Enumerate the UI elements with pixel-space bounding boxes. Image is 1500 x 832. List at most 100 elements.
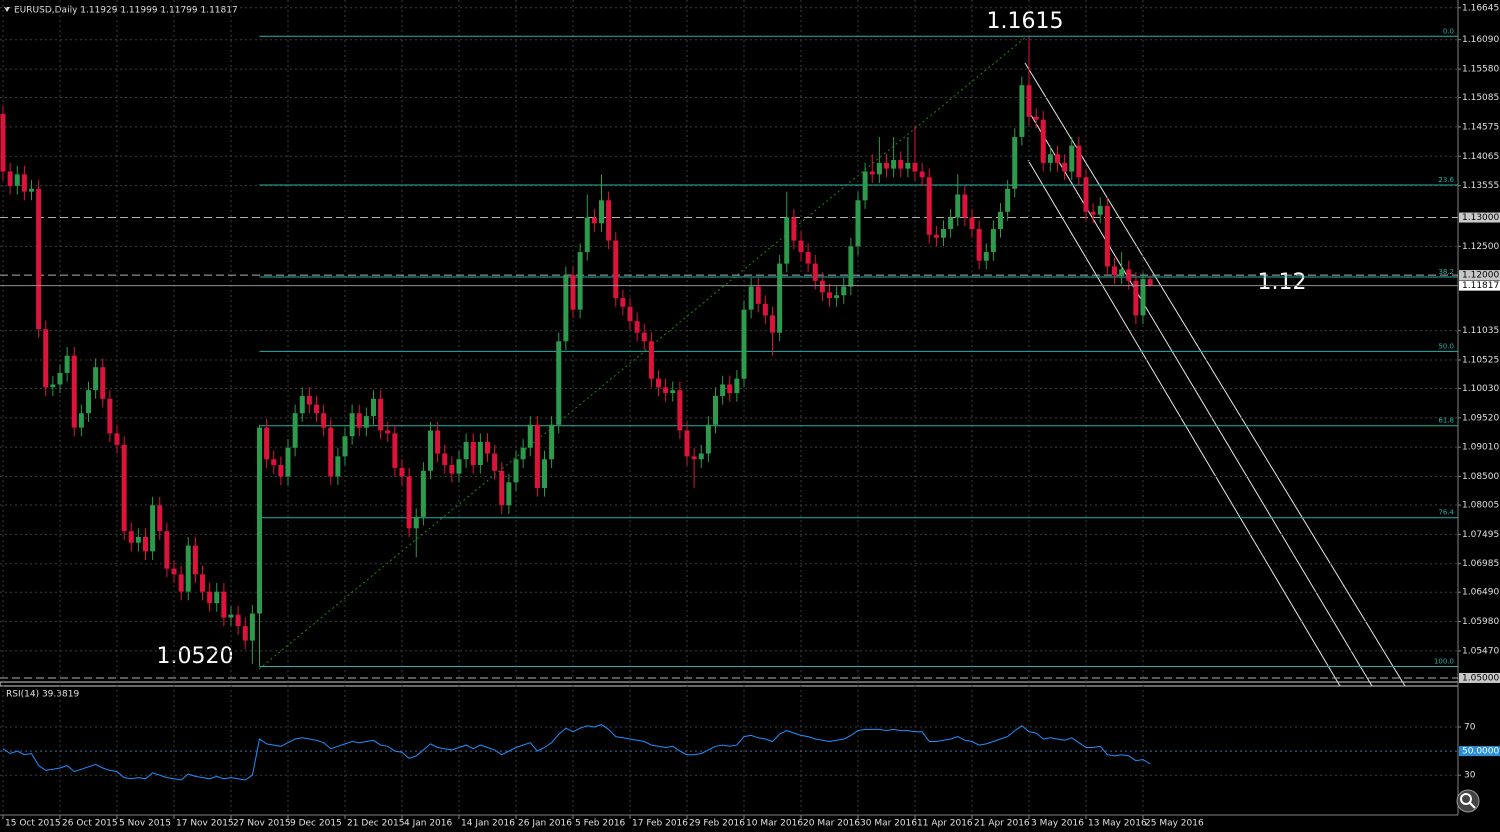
x-tick-label: 14 Jan 2016 <box>461 819 515 829</box>
y-tick-label: 1.09010 <box>1462 443 1499 453</box>
x-tick-label: 27 Nov 2015 <box>233 819 291 829</box>
candle-body <box>1055 154 1060 163</box>
y-tick-label: 1.06490 <box>1462 588 1499 598</box>
candle-body <box>805 252 811 264</box>
candle-body <box>1090 211 1096 215</box>
y-tick-label: 1.14575 <box>1462 122 1499 132</box>
candle-body <box>428 430 433 471</box>
candle-body <box>841 286 847 296</box>
y-tick-label: 1.15580 <box>1462 65 1499 75</box>
candle-body <box>591 217 597 224</box>
candle-body <box>1062 162 1068 172</box>
rsi-header: RSI(14) 39.3819 <box>6 690 79 700</box>
y-tick-label: 1.08500 <box>1462 472 1499 482</box>
candle-body <box>14 174 20 186</box>
candle-body <box>898 159 904 169</box>
x-tick-label: 10 Mar 2016 <box>746 819 803 829</box>
candle-body <box>527 424 533 448</box>
candle-body <box>534 424 540 489</box>
candle-body <box>214 591 220 604</box>
candle-body <box>727 384 733 394</box>
candle-body <box>941 229 946 238</box>
candle-body <box>114 433 120 445</box>
y-tick-label: 1.16090 <box>1462 35 1499 45</box>
candle-body <box>86 390 91 414</box>
candle-body <box>485 442 490 454</box>
candle-body <box>819 280 825 293</box>
candle-body <box>1133 280 1139 316</box>
price-tag-label: 1.13000 <box>1462 213 1499 223</box>
candle-body <box>342 436 348 457</box>
candle-body <box>933 234 939 238</box>
candle-body <box>135 536 141 543</box>
candle-body <box>499 470 505 506</box>
candle-body <box>413 516 419 529</box>
price-tag-label: 1.05000 <box>1462 673 1499 683</box>
candle-body <box>677 390 683 431</box>
price-tag <box>1459 270 1500 281</box>
candle-body <box>905 162 911 169</box>
candle-body <box>1069 145 1075 172</box>
candle-body <box>470 442 476 466</box>
candle-body <box>948 217 954 230</box>
rsi-y-tick-label: 30 <box>1464 771 1476 781</box>
candle-body <box>563 275 569 342</box>
candle-body <box>100 367 106 399</box>
price-tag-label: 1.12000 <box>1462 271 1499 281</box>
candle-body <box>164 531 170 569</box>
candle-body <box>1140 279 1146 316</box>
x-tick-label: 30 Mar 2016 <box>860 819 917 829</box>
candle-body <box>506 482 512 506</box>
candle-body <box>1097 206 1103 215</box>
candle-body <box>570 275 576 310</box>
candle-body <box>862 171 868 201</box>
fib-level-label: 0.0 <box>1443 27 1454 35</box>
candle-body <box>299 395 305 414</box>
rsi-level-label: 50.0000 <box>1462 747 1499 757</box>
rsi-line <box>2 724 1151 781</box>
candle-body <box>107 398 113 434</box>
candle-body <box>143 536 148 552</box>
candle-body <box>705 424 711 454</box>
candle-body <box>990 229 996 253</box>
candle-body <box>43 329 49 388</box>
candle-body <box>969 217 975 230</box>
candle-body <box>919 171 925 178</box>
fib-level-label: 61.8 <box>1438 417 1454 425</box>
rsi-y-tick-label: 70 <box>1464 722 1476 732</box>
candle-body <box>477 442 483 466</box>
candle-body <box>812 263 818 281</box>
candle-body <box>926 177 932 235</box>
candle-body <box>648 341 654 379</box>
candle-body <box>442 453 448 466</box>
candle-body <box>912 162 918 172</box>
candle-body <box>876 162 882 175</box>
candle-body <box>349 413 355 437</box>
price-tag <box>1459 212 1500 223</box>
y-tick-label: 1.09520 <box>1462 413 1499 423</box>
candle-body <box>356 413 362 428</box>
x-tick-label: 17 Nov 2015 <box>176 819 234 829</box>
x-tick-label: 20 Mar 2016 <box>803 819 860 829</box>
candle-body <box>36 188 42 330</box>
low-annotation: 1.0520 <box>157 644 234 669</box>
x-tick-label: 9 Dec 2015 <box>290 819 342 829</box>
y-tick-label: 1.13555 <box>1462 181 1499 191</box>
candle-body <box>755 286 761 304</box>
candle-body <box>420 470 426 517</box>
zoom-button[interactable] <box>1456 789 1480 813</box>
fib-level-label: 38.2 <box>1438 268 1454 276</box>
candle-body <box>599 200 604 224</box>
x-tick-label: 29 Feb 2016 <box>689 819 745 829</box>
x-tick-label: 5 Feb 2016 <box>575 819 626 829</box>
candle-body <box>713 395 718 425</box>
candle-body <box>292 413 298 448</box>
candle-body <box>314 404 319 414</box>
candle-body <box>492 453 498 471</box>
x-tick-label: 21 Dec 2015 <box>347 819 405 829</box>
level-annotation: 1.12 <box>1258 270 1307 295</box>
candle-body <box>435 430 441 454</box>
high-annotation: 1.1615 <box>987 9 1064 34</box>
